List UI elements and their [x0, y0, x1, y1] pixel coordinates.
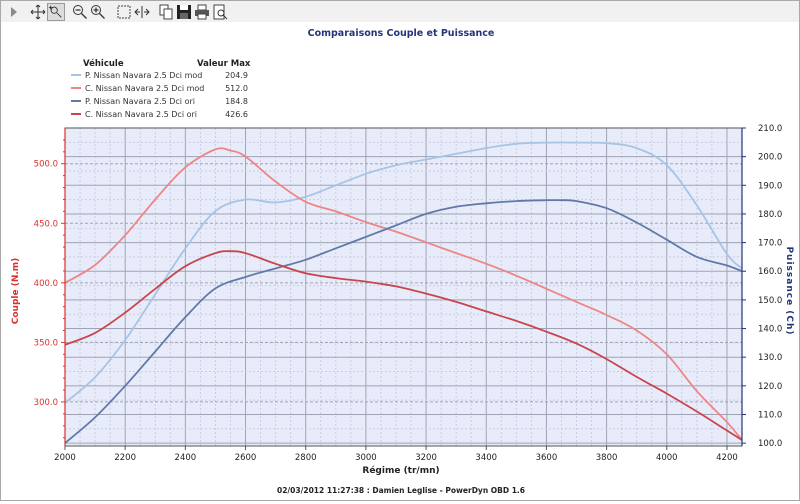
footer-text: 02/03/2012 11:27:38 : Damien Leglise - P… [277, 486, 525, 495]
y-tick-label: 500.0 [34, 160, 58, 170]
fit-width-icon[interactable] [133, 3, 151, 21]
x-tick-label: 3400 [475, 453, 497, 463]
y2-tick-label: 160.0 [758, 267, 782, 277]
x-tick-label: 3800 [596, 453, 618, 463]
select-rect-icon[interactable] [115, 3, 133, 21]
pan-icon[interactable] [29, 3, 47, 21]
chart-toolbar [0, 0, 800, 24]
axes [61, 127, 746, 450]
y2-tick-label: 130.0 [758, 353, 782, 363]
legend: Véhicule Valeur Max P. Nissan Navara 2.5… [71, 58, 251, 119]
zoom-out-icon[interactable] [71, 3, 89, 21]
x-tick-label: 2800 [295, 453, 317, 463]
y2-tick-label: 180.0 [758, 210, 782, 220]
play-icon[interactable] [5, 3, 23, 21]
plot-background [65, 128, 742, 446]
y2-tick-labels: 100.0 110.0 120.0 130.0 140.0 150.0 160.0 170.0… [758, 124, 782, 449]
print-preview-icon[interactable] [211, 3, 229, 21]
y2-tick-label: 150.0 [758, 296, 782, 306]
legend-entry-value: 426.6 [225, 110, 248, 119]
y-tick-label: 300.0 [34, 398, 58, 408]
zoom-in-icon[interactable] [89, 3, 107, 21]
legend-entry-value: 184.8 [225, 97, 248, 106]
y2-tick-label: 140.0 [758, 325, 782, 335]
series-line-4 [64, 250, 743, 441]
pointer-zoom-icon[interactable] [47, 3, 65, 21]
series-line-3 [64, 199, 743, 444]
y2-axis-label: Puissance (Ch) [784, 246, 794, 335]
series-line-2 [64, 147, 743, 441]
x-tick-label: 2400 [175, 453, 197, 463]
legend-entry-name: C. Nissan Navara 2.5 Dci mod [85, 84, 204, 93]
y-axis-label: Couple (N.m) [11, 258, 21, 325]
x-tick-labels: 2000 2200 2400 2600 2800 3000 3200 3400 3600 3800… [54, 453, 738, 463]
legend-header-name: Véhicule [83, 58, 124, 69]
y2-tick-label: 210.0 [758, 124, 782, 134]
chart-svg: 2000 2200 2400 2600 2800 3000 3200 3400 3600 3800… [11, 28, 794, 495]
x-tick-label: 2200 [114, 453, 136, 463]
legend-entry-value: 512.0 [225, 84, 248, 93]
y2-tick-label: 170.0 [758, 239, 782, 249]
y-tick-label: 450.0 [34, 219, 58, 229]
y-tick-labels: 300.0 350.0 400.0 450.0 500.0 [34, 160, 58, 408]
series-lines [64, 141, 743, 444]
x-tick-label: 4200 [716, 453, 738, 463]
y2-tick-label: 110.0 [758, 410, 782, 420]
legend-entry-value: 204.9 [225, 71, 248, 80]
y2-tick-label: 190.0 [758, 181, 782, 191]
chart-area: 2000 2200 2400 2600 2800 3000 3200 3400 3600 3800… [0, 22, 800, 501]
legend-entry-name: P. Nissan Navara 2.5 Dci ori [85, 97, 195, 106]
copy-icon[interactable] [157, 3, 175, 21]
y2-tick-label: 100.0 [758, 439, 782, 449]
legend-header-value: Valeur Max [197, 59, 251, 69]
x-tick-label: 2000 [54, 453, 76, 463]
legend-entry-name: C. Nissan Navara 2.5 Dci ori [85, 110, 197, 119]
x-tick-label: 2600 [235, 453, 257, 463]
x-tick-label: 3000 [355, 453, 377, 463]
y-tick-label: 350.0 [34, 338, 58, 348]
grid-lines [65, 127, 742, 446]
y2-tick-label: 200.0 [758, 153, 782, 163]
save-icon[interactable] [175, 3, 193, 21]
y-tick-label: 400.0 [34, 279, 58, 289]
chart-title: Comparaisons Couple et Puissance [308, 28, 495, 39]
legend-entry-name: P. Nissan Navara 2.5 Dci mod [85, 71, 202, 80]
print-icon[interactable] [193, 3, 211, 21]
x-tick-label: 4000 [656, 453, 678, 463]
x-tick-label: 3600 [536, 453, 558, 463]
x-axis-label: Régime (tr/mn) [362, 465, 439, 476]
series-line-1 [64, 141, 743, 404]
y2-tick-label: 120.0 [758, 382, 782, 392]
x-tick-label: 3200 [415, 453, 437, 463]
